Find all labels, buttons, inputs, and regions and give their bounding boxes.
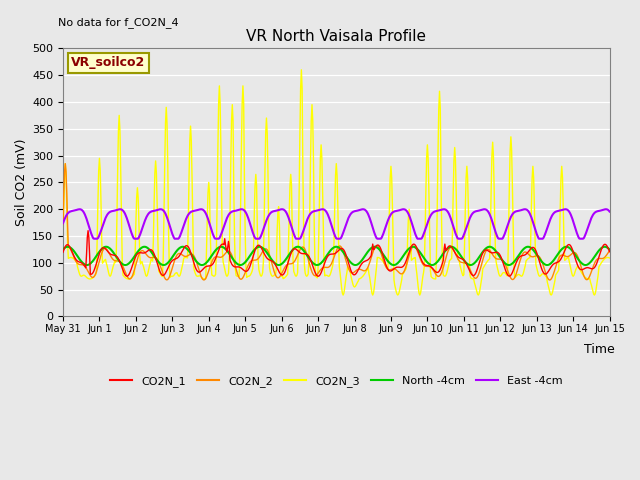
X-axis label: Time: Time — [584, 343, 615, 356]
Y-axis label: Soil CO2 (mV): Soil CO2 (mV) — [15, 139, 28, 226]
Title: VR North Vaisala Profile: VR North Vaisala Profile — [246, 29, 426, 44]
Text: No data for f_CO2N_4: No data for f_CO2N_4 — [58, 17, 178, 28]
Text: VR_soilco2: VR_soilco2 — [71, 56, 145, 70]
Legend: CO2N_1, CO2N_2, CO2N_3, North -4cm, East -4cm: CO2N_1, CO2N_2, CO2N_3, North -4cm, East… — [106, 372, 567, 391]
